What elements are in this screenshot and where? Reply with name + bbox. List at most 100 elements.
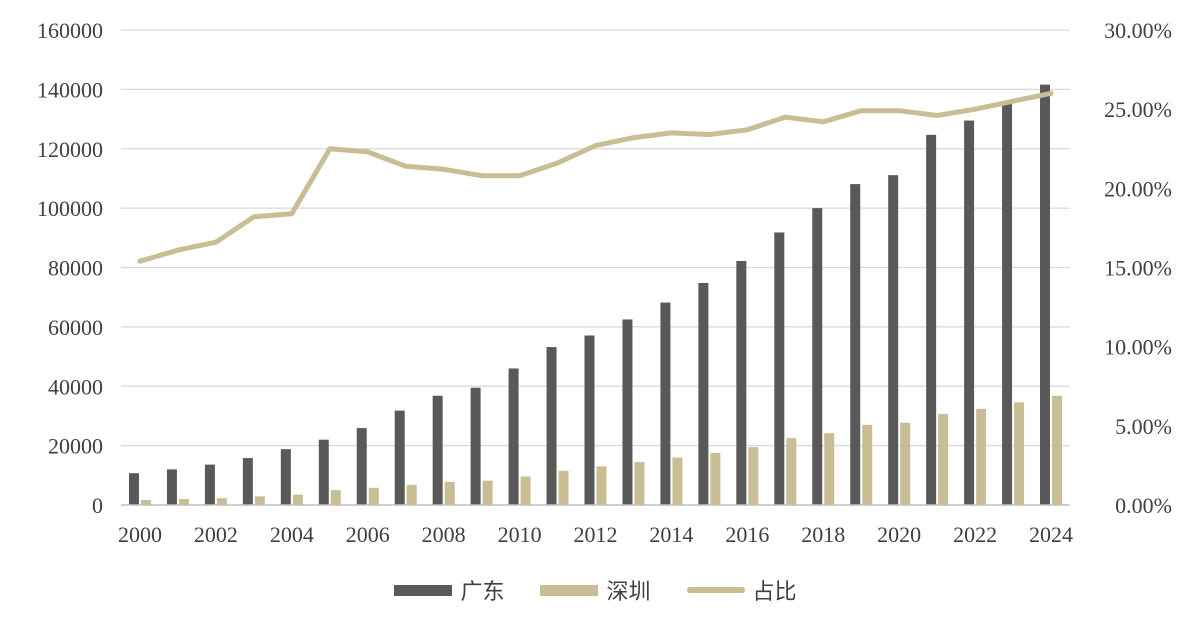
bar-shenzhen: [1014, 402, 1025, 505]
x-tick-label: 2024: [1029, 522, 1073, 547]
bar-guangdong: [356, 428, 367, 505]
bar-shenzhen: [938, 413, 949, 505]
bar-guangdong: [432, 395, 443, 505]
bar-guangdong: [926, 134, 937, 505]
bar-guangdong: [546, 347, 557, 505]
bar-shenzhen: [444, 481, 455, 505]
x-tick-label: 2016: [725, 522, 769, 547]
point-share: [213, 239, 219, 245]
y-tick-label: 80000: [48, 256, 103, 281]
y-tick-label: 40000: [48, 374, 103, 399]
bar-guangdong: [242, 458, 253, 505]
point-share: [706, 132, 712, 137]
point-share: [630, 135, 636, 141]
bar-guangdong: [204, 464, 215, 505]
bar-shenzhen: [710, 453, 721, 505]
x-tick-label: 2022: [953, 522, 997, 547]
bar-guangdong: [318, 439, 329, 505]
bar-guangdong: [888, 175, 899, 505]
bar-guangdong: [774, 232, 785, 505]
point-share: [1048, 90, 1054, 96]
bar-guangdong: [128, 473, 139, 505]
y-tick-label: 120000: [37, 137, 103, 162]
y2-tick-label: 15.00%: [1104, 256, 1172, 281]
point-share: [1010, 98, 1016, 104]
point-share: [744, 127, 750, 133]
bar-shenzhen: [292, 494, 303, 505]
y2-tick-label: 10.00%: [1104, 335, 1172, 360]
x-tick-label: 2020: [877, 522, 921, 547]
bar-shenzhen: [520, 476, 531, 505]
point-share: [365, 149, 371, 155]
y2-tick-label: 25.00%: [1104, 97, 1172, 122]
point-share: [137, 258, 143, 264]
bar-shenzhen: [862, 424, 873, 505]
point-share: [327, 146, 333, 152]
bar-guangdong: [508, 368, 519, 505]
bar-shenzhen: [634, 461, 645, 505]
bar-shenzhen: [1052, 395, 1063, 505]
bar-shenzhen: [216, 498, 227, 505]
bar-shenzhen: [672, 457, 683, 505]
point-share: [896, 108, 902, 114]
y2-tick-label: 5.00%: [1115, 414, 1172, 439]
point-share: [820, 119, 826, 125]
y-tick-label: 160000: [37, 18, 103, 43]
bar-shenzhen: [596, 466, 607, 505]
x-tick-label: 2018: [801, 522, 845, 547]
bar-shenzhen: [140, 499, 151, 505]
y-tick-label: 20000: [48, 434, 103, 459]
legend-label-share: 占比: [752, 580, 797, 605]
bar-shenzhen: [786, 438, 797, 505]
bar-guangdong: [394, 410, 405, 505]
bar-guangdong: [584, 335, 595, 505]
point-share: [782, 114, 788, 120]
point-share: [555, 160, 561, 166]
legend-label-guangdong: 广东: [460, 580, 505, 605]
point-share: [934, 113, 940, 118]
legend-item-guangdong: 广东: [394, 574, 504, 606]
point-share: [668, 130, 674, 136]
bar-guangdong: [622, 319, 633, 505]
bar-guangdong: [1002, 102, 1013, 505]
x-tick-label: 2010: [498, 522, 542, 547]
y2-tick-label: 0.00%: [1115, 493, 1172, 518]
bar-shenzhen: [482, 480, 493, 505]
legend-swatch-share: [686, 587, 745, 593]
point-share: [858, 108, 864, 114]
bar-guangdong: [1040, 84, 1051, 505]
point-share: [972, 106, 978, 112]
point-share: [479, 173, 485, 179]
bar-guangdong: [812, 208, 823, 505]
bar-guangdong: [470, 387, 481, 505]
bar-shenzhen: [976, 408, 987, 505]
point-share: [441, 166, 447, 172]
legend-item-shenzhen: 深圳: [540, 574, 651, 606]
y-tick-label: 140000: [37, 77, 103, 102]
point-share: [403, 163, 409, 169]
bar-shenzhen: [824, 433, 835, 505]
point-share: [289, 211, 295, 217]
legend-label-shenzhen: 深圳: [606, 580, 651, 605]
y2-tick-label: 30.00%: [1104, 18, 1172, 43]
bar-shenzhen: [558, 470, 569, 505]
x-tick-label: 2012: [574, 522, 618, 547]
x-tick-label: 2002: [194, 522, 238, 547]
bar-shenzhen: [406, 484, 417, 505]
point-share: [175, 247, 181, 253]
bar-shenzhen: [900, 422, 911, 505]
y-tick-label: 100000: [37, 196, 103, 221]
point-share: [251, 214, 257, 220]
legend-swatch-shenzhen: [540, 584, 599, 596]
bar-shenzhen: [178, 499, 189, 505]
x-tick-label: 2008: [422, 522, 466, 547]
point-share: [517, 173, 523, 179]
bar-shenzhen: [748, 447, 759, 505]
legend-swatch-guangdong: [394, 584, 453, 596]
bar-guangdong: [166, 469, 177, 505]
bar-guangdong: [964, 120, 975, 505]
x-tick-label: 2006: [346, 522, 390, 547]
bar-guangdong: [850, 184, 861, 505]
bar-shenzhen: [254, 496, 265, 505]
